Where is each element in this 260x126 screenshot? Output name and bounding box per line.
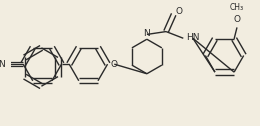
Text: HN: HN [186,33,200,42]
Text: CH₃: CH₃ [230,3,244,12]
Text: N: N [0,60,5,69]
Text: O: O [233,15,241,24]
Text: N: N [144,29,150,38]
Text: O: O [110,60,118,69]
Text: O: O [176,7,183,16]
